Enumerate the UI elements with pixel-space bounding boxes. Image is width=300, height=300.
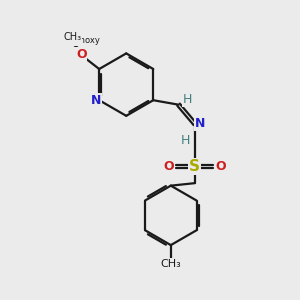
Text: O: O [215, 160, 226, 173]
Text: H: H [181, 134, 190, 147]
Text: O: O [164, 160, 174, 173]
Text: CH₃: CH₃ [63, 32, 82, 42]
Text: O: O [76, 48, 87, 61]
Text: H: H [183, 93, 192, 106]
Text: N: N [90, 94, 101, 107]
Text: methoxy: methoxy [63, 36, 100, 45]
Text: N: N [195, 118, 206, 130]
Text: S: S [189, 159, 200, 174]
Text: CH₃: CH₃ [160, 259, 181, 269]
